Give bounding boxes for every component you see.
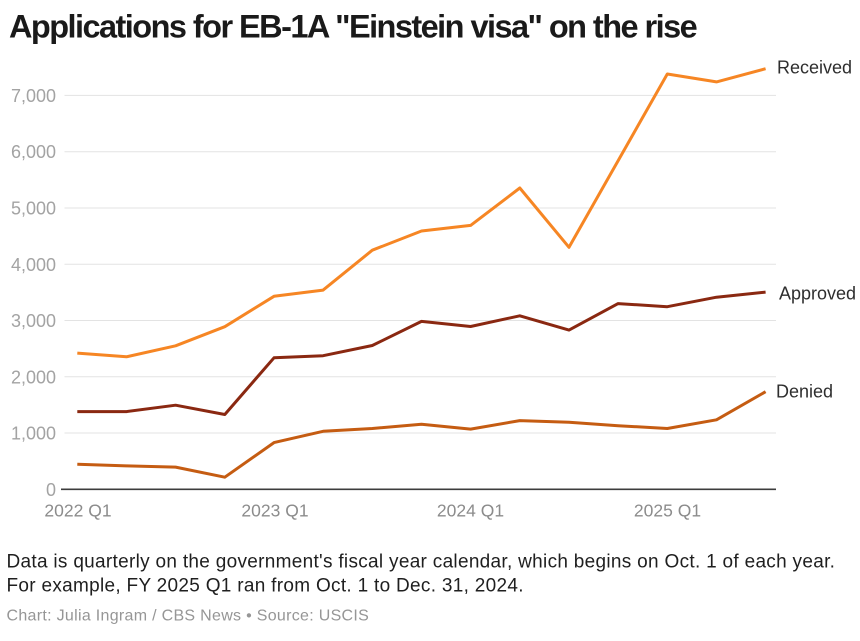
svg-text:3,000: 3,000 (11, 311, 56, 331)
svg-text:Applications for EB-1A "Einste: Applications for EB-1A "Einstein visa" o… (9, 9, 697, 45)
svg-text:7,000: 7,000 (11, 86, 56, 106)
svg-text:2023 Q1: 2023 Q1 (241, 501, 308, 521)
svg-text:5,000: 5,000 (11, 199, 56, 219)
svg-text:6,000: 6,000 (11, 142, 56, 162)
svg-text:2,000: 2,000 (11, 367, 56, 387)
svg-text:4,000: 4,000 (11, 255, 56, 275)
svg-text:2025 Q1: 2025 Q1 (634, 501, 701, 521)
svg-text:1,000: 1,000 (11, 424, 56, 444)
svg-text:For example, FY 2025 Q1 ran fr: For example, FY 2025 Q1 ran from Oct. 1 … (7, 576, 524, 597)
svg-text:0: 0 (46, 480, 56, 500)
svg-text:2022 Q1: 2022 Q1 (44, 501, 111, 521)
svg-text:Denied: Denied (776, 382, 833, 402)
svg-text:Data is quarterly on the gover: Data is quarterly on the government's fi… (7, 552, 836, 573)
svg-text:Chart: Julia Ingram / CBS News: Chart: Julia Ingram / CBS News • Source:… (7, 608, 370, 625)
svg-text:Received: Received (777, 58, 852, 78)
svg-text:Approved: Approved (779, 284, 856, 304)
svg-text:2024 Q1: 2024 Q1 (437, 501, 504, 521)
